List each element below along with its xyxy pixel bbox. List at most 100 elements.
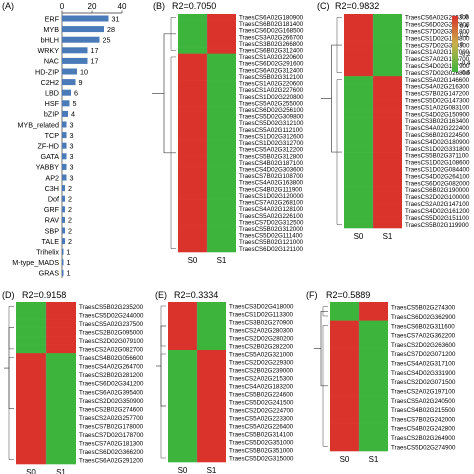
category-label: HD-ZIP [35, 67, 59, 76]
heatmap-cell [46, 438, 76, 448]
heatmap-cell [207, 73, 236, 81]
heatmap-cell [344, 76, 373, 84]
gene-label: TraesCS5A02G240500 [391, 398, 456, 405]
heatmap-cell [197, 430, 226, 439]
value-label: 2 [68, 195, 72, 204]
gene-label: TraesCS2B02G264900 [391, 435, 456, 442]
heatmap-cell [16, 336, 46, 345]
gene-label: TraesCS1D02G120000 [239, 193, 304, 200]
gene-label: TraesCS2B02G095000 [79, 330, 144, 337]
gene-label: TraesCS7A02G181300 [79, 440, 144, 447]
gene-label: TraesCS6B02G190000 [405, 187, 470, 194]
heatmap-cell [373, 41, 402, 49]
heatmap-cell [197, 342, 226, 351]
bar [62, 195, 65, 202]
heatmap-cell [197, 358, 226, 367]
gene-label: TraesCS6D02G362900 [391, 314, 456, 321]
heatmap-cell [344, 69, 373, 77]
heatmap-cell [207, 40, 236, 48]
dendrogram-branch [160, 325, 166, 407]
heatmap-cell [207, 212, 236, 220]
value-label: 25 [103, 36, 111, 45]
panel-b-heatmap: (B) R2=0.7050 TraesCS6A02G180900TraesCS6… [152, 1, 304, 265]
category-label: WRKY [37, 46, 59, 55]
gene-label: TraesCS7D02G312500 [239, 219, 304, 226]
heatmap-cell [373, 34, 402, 42]
heatmap-cell [178, 212, 207, 220]
value-label: 2 [68, 237, 72, 246]
heatmap-cell [373, 117, 402, 125]
heatmap-cell [344, 221, 373, 229]
category-label: RAV [45, 216, 59, 225]
gene-label: TraesCS7A02G165700 [405, 56, 470, 63]
dendrogram-branch [322, 306, 328, 317]
heatmap-cell [373, 172, 402, 180]
heatmap-cell [16, 302, 46, 311]
bar [62, 174, 67, 181]
legend-tick-label: 0 [460, 43, 464, 49]
heatmap-cell [16, 361, 46, 371]
gene-label: TraesCS5B02G371100 [405, 153, 469, 160]
gene-label: TraesCS5A02G321000 [229, 352, 294, 359]
gene-label: TraesCS6D02G082000 [405, 180, 470, 187]
gene-label: TraesCS5A02G223300 [229, 416, 294, 423]
heatmap-cell [178, 53, 207, 61]
heatmap-cell [197, 414, 226, 423]
heatmap-cell [373, 69, 402, 77]
heatmap-cell [359, 441, 388, 452]
bar [62, 15, 109, 22]
heatmap-cell [16, 378, 46, 388]
gene-label: TraesCS5B02G351000 [229, 448, 294, 455]
gene-label: TraesCS4A02G264700 [79, 364, 144, 371]
value-label: 3 [70, 173, 74, 182]
heatmap-cell [359, 302, 388, 312]
heatmap-cell [330, 413, 359, 424]
category-label: TCP [45, 131, 60, 140]
gene-label: TraesCS4A02G183200 [229, 384, 294, 391]
heatmap-cell [330, 432, 359, 442]
heatmap-cell [373, 207, 402, 215]
heatmap-cell [16, 421, 46, 431]
heatmap-cell [178, 119, 207, 127]
heatmap-cell [344, 131, 373, 139]
gene-label: TraesCS1D02G084400 [405, 167, 470, 174]
gene-label: TraesCS5B02G224600 [229, 392, 294, 399]
gene-label: TraesCS2A02G257700 [79, 415, 144, 422]
panel-d-heatmap: (D) R2=0.9158 TraesCS5B02G235200 TraesCS5… [2, 290, 144, 474]
heatmap-cell [330, 441, 359, 452]
gene-label: TraesCS2A02G082700 [79, 347, 144, 354]
gene-label: TraesCS4B02G187100 [239, 160, 304, 167]
heatmap-cell [373, 138, 402, 146]
value-label: 4 [71, 110, 75, 119]
heatmap-cell [178, 179, 207, 187]
value-label: 1 [67, 269, 71, 278]
gene-label: TraesCS4B02G056600 [79, 355, 144, 362]
value-label: 17 [91, 46, 99, 55]
heatmap-cell [46, 455, 76, 465]
heatmap-cell [330, 320, 359, 331]
heatmap-cell [178, 47, 207, 54]
heatmap-cell [16, 438, 46, 448]
gene-label: TraesCS1A02G220600 [239, 54, 304, 61]
heatmap-cell [207, 179, 236, 187]
legend-tick-label: 0.4 [460, 24, 469, 30]
category-label: HSF [45, 99, 60, 108]
legend-tick-label: -0.6 [460, 71, 471, 77]
heatmap-cell [168, 438, 197, 447]
heatmap-cell [207, 86, 236, 94]
value-label: 3 [70, 142, 74, 151]
gene-label: TraesCS6A02G265300 [405, 15, 470, 22]
heatmap-cell [344, 20, 373, 29]
bar [62, 47, 88, 54]
gene-label: TraesCS6D02G277800 [405, 22, 470, 29]
heatmap-cell [344, 117, 373, 125]
gene-label: TraesCS6D02G256100 [239, 107, 304, 114]
heatmap-cell [373, 89, 402, 98]
x-tick-label: 0 [60, 2, 65, 11]
gene-label: TraesCS5B02G312800 [239, 153, 304, 160]
gene-label: TraesCS2A02G147100 [405, 201, 470, 208]
gene-label: TraesCS5D02G241500 [229, 400, 294, 407]
gene-label: TraesCS4D02G150900 [405, 111, 470, 118]
heatmap-cell [330, 329, 359, 340]
